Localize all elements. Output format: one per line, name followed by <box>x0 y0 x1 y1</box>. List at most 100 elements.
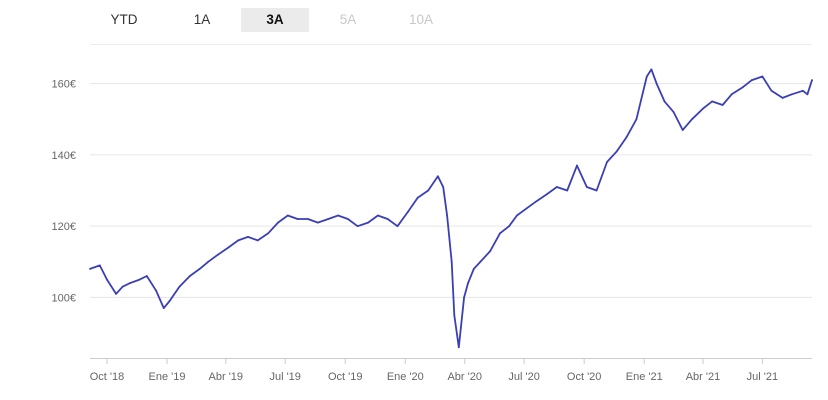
data-point <box>555 186 558 188</box>
data-point <box>625 136 628 138</box>
data-point <box>237 239 240 242</box>
y-tick-label: 100€ <box>52 292 76 304</box>
data-point <box>106 278 108 281</box>
data-point <box>188 275 191 277</box>
data-point <box>681 129 684 131</box>
x-tick-label: Ene '21 <box>626 371 663 383</box>
data-point <box>396 225 399 228</box>
y-tick-label: 120€ <box>52 221 76 233</box>
range-tab-3a[interactable]: 3A <box>241 8 309 32</box>
data-point <box>546 193 548 195</box>
data-point <box>595 189 598 192</box>
x-tick-label: Abr '19 <box>209 371 244 383</box>
data-point <box>472 268 475 270</box>
data-points <box>89 68 813 349</box>
data-point <box>98 264 101 267</box>
x-tick-label: Ene '20 <box>387 371 424 383</box>
data-point <box>277 221 279 224</box>
range-selector: YTD 1A 3A 5A 10A <box>90 8 450 32</box>
data-point <box>606 161 608 163</box>
range-tab-ytd[interactable]: YTD <box>110 12 138 27</box>
data-point <box>89 268 91 270</box>
data-point <box>145 275 148 277</box>
range-tab-5a: 5A <box>339 12 357 27</box>
data-point <box>386 218 389 220</box>
data-point <box>346 218 349 220</box>
data-point <box>663 100 666 103</box>
data-point <box>499 232 501 235</box>
data-point <box>790 93 793 96</box>
data-point <box>479 260 482 263</box>
data-point <box>356 225 359 228</box>
x-tick-label: Oct '19 <box>328 371 363 383</box>
data-point <box>489 250 492 253</box>
data-point <box>453 314 456 317</box>
data-point <box>267 232 270 235</box>
y-tick-label: 160€ <box>52 79 76 91</box>
data-point <box>168 300 171 302</box>
data-point <box>367 221 369 224</box>
data-point <box>162 307 165 310</box>
data-point <box>121 285 124 288</box>
data-point <box>437 175 439 178</box>
grid-lines <box>90 83 812 298</box>
data-point <box>721 104 724 106</box>
data-point <box>416 196 419 199</box>
data-point <box>535 200 538 203</box>
data-point <box>227 246 230 249</box>
data-point <box>307 218 309 220</box>
data-point <box>770 89 773 92</box>
data-point <box>450 260 453 263</box>
data-point <box>463 296 465 299</box>
data-point <box>751 79 753 81</box>
data-point <box>635 118 638 121</box>
x-tick-label: Abr '20 <box>447 371 482 383</box>
data-point <box>256 239 259 242</box>
x-tick-label: Abr '21 <box>686 371 721 383</box>
data-point <box>155 289 157 292</box>
data-point <box>672 111 675 114</box>
data-point <box>711 100 714 103</box>
data-point <box>655 82 658 85</box>
data-point <box>247 235 249 238</box>
data-point <box>781 96 784 99</box>
y-tick-label: 140€ <box>52 150 76 162</box>
data-point <box>128 282 131 285</box>
range-tab-1a[interactable]: 1A <box>193 12 211 27</box>
data-point <box>702 107 704 110</box>
data-point <box>442 186 445 188</box>
range-divider <box>90 44 812 45</box>
data-point <box>207 260 210 263</box>
data-point <box>427 189 430 192</box>
data-point <box>741 86 744 89</box>
data-point <box>806 93 809 96</box>
data-point <box>801 89 804 92</box>
data-point <box>178 285 181 288</box>
data-point <box>457 346 460 349</box>
data-point <box>690 118 693 121</box>
x-tick-label: Oct '20 <box>567 371 602 383</box>
data-point <box>446 214 448 217</box>
data-point <box>811 79 813 81</box>
y-axis-ticks: 100€ 120€ 140€ 160€ <box>52 79 76 305</box>
data-point <box>508 225 510 228</box>
data-point <box>730 93 733 96</box>
x-tick-label: Jul '21 <box>747 371 778 383</box>
data-point <box>615 150 618 153</box>
data-point <box>761 75 764 78</box>
data-point <box>198 268 201 270</box>
data-point <box>525 207 528 210</box>
data-point <box>376 214 379 217</box>
data-point <box>576 164 578 167</box>
data-point <box>407 211 409 213</box>
data-point <box>286 214 289 217</box>
x-tick-label: Jul '19 <box>269 371 300 383</box>
data-point <box>316 221 319 224</box>
x-axis-ticks: Oct '18 Ene '19 Abr '19 Jul '19 Oct '19 Ene '… <box>90 358 778 383</box>
range-tab-10a: 10A <box>408 12 434 27</box>
data-point <box>115 292 118 295</box>
x-tick-label: Ene '19 <box>149 371 186 383</box>
data-point <box>566 189 569 192</box>
data-point <box>217 253 219 256</box>
